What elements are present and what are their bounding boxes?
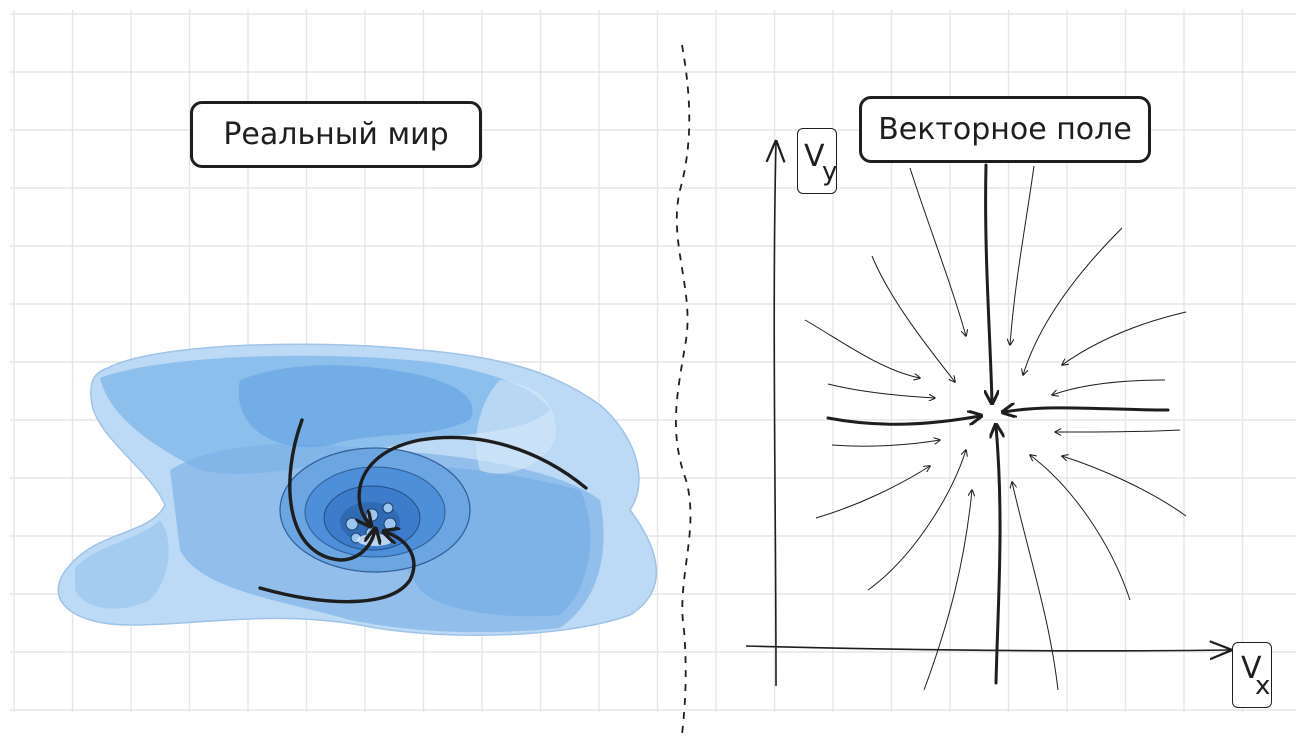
vortex-arrows (258, 418, 588, 604)
x-axis-label: V x (1232, 642, 1272, 708)
real-world-label: Реальный мир (190, 101, 482, 168)
y-axis-label-main: V (804, 139, 825, 174)
x-axis (745, 646, 1230, 651)
y-axis-label-sub: y (822, 157, 838, 187)
thin-streamlines (804, 165, 1187, 691)
y-axis-label: V y (797, 128, 837, 194)
y-axis (774, 142, 776, 687)
axes (745, 142, 1230, 687)
x-axis-label-main: V (1241, 651, 1262, 686)
main-streamlines (826, 163, 1170, 685)
divider-line (675, 44, 692, 736)
x-axis-label-sub: x (1255, 671, 1271, 701)
drain (279, 447, 471, 573)
vector-field-label: Векторное поле (859, 96, 1151, 163)
